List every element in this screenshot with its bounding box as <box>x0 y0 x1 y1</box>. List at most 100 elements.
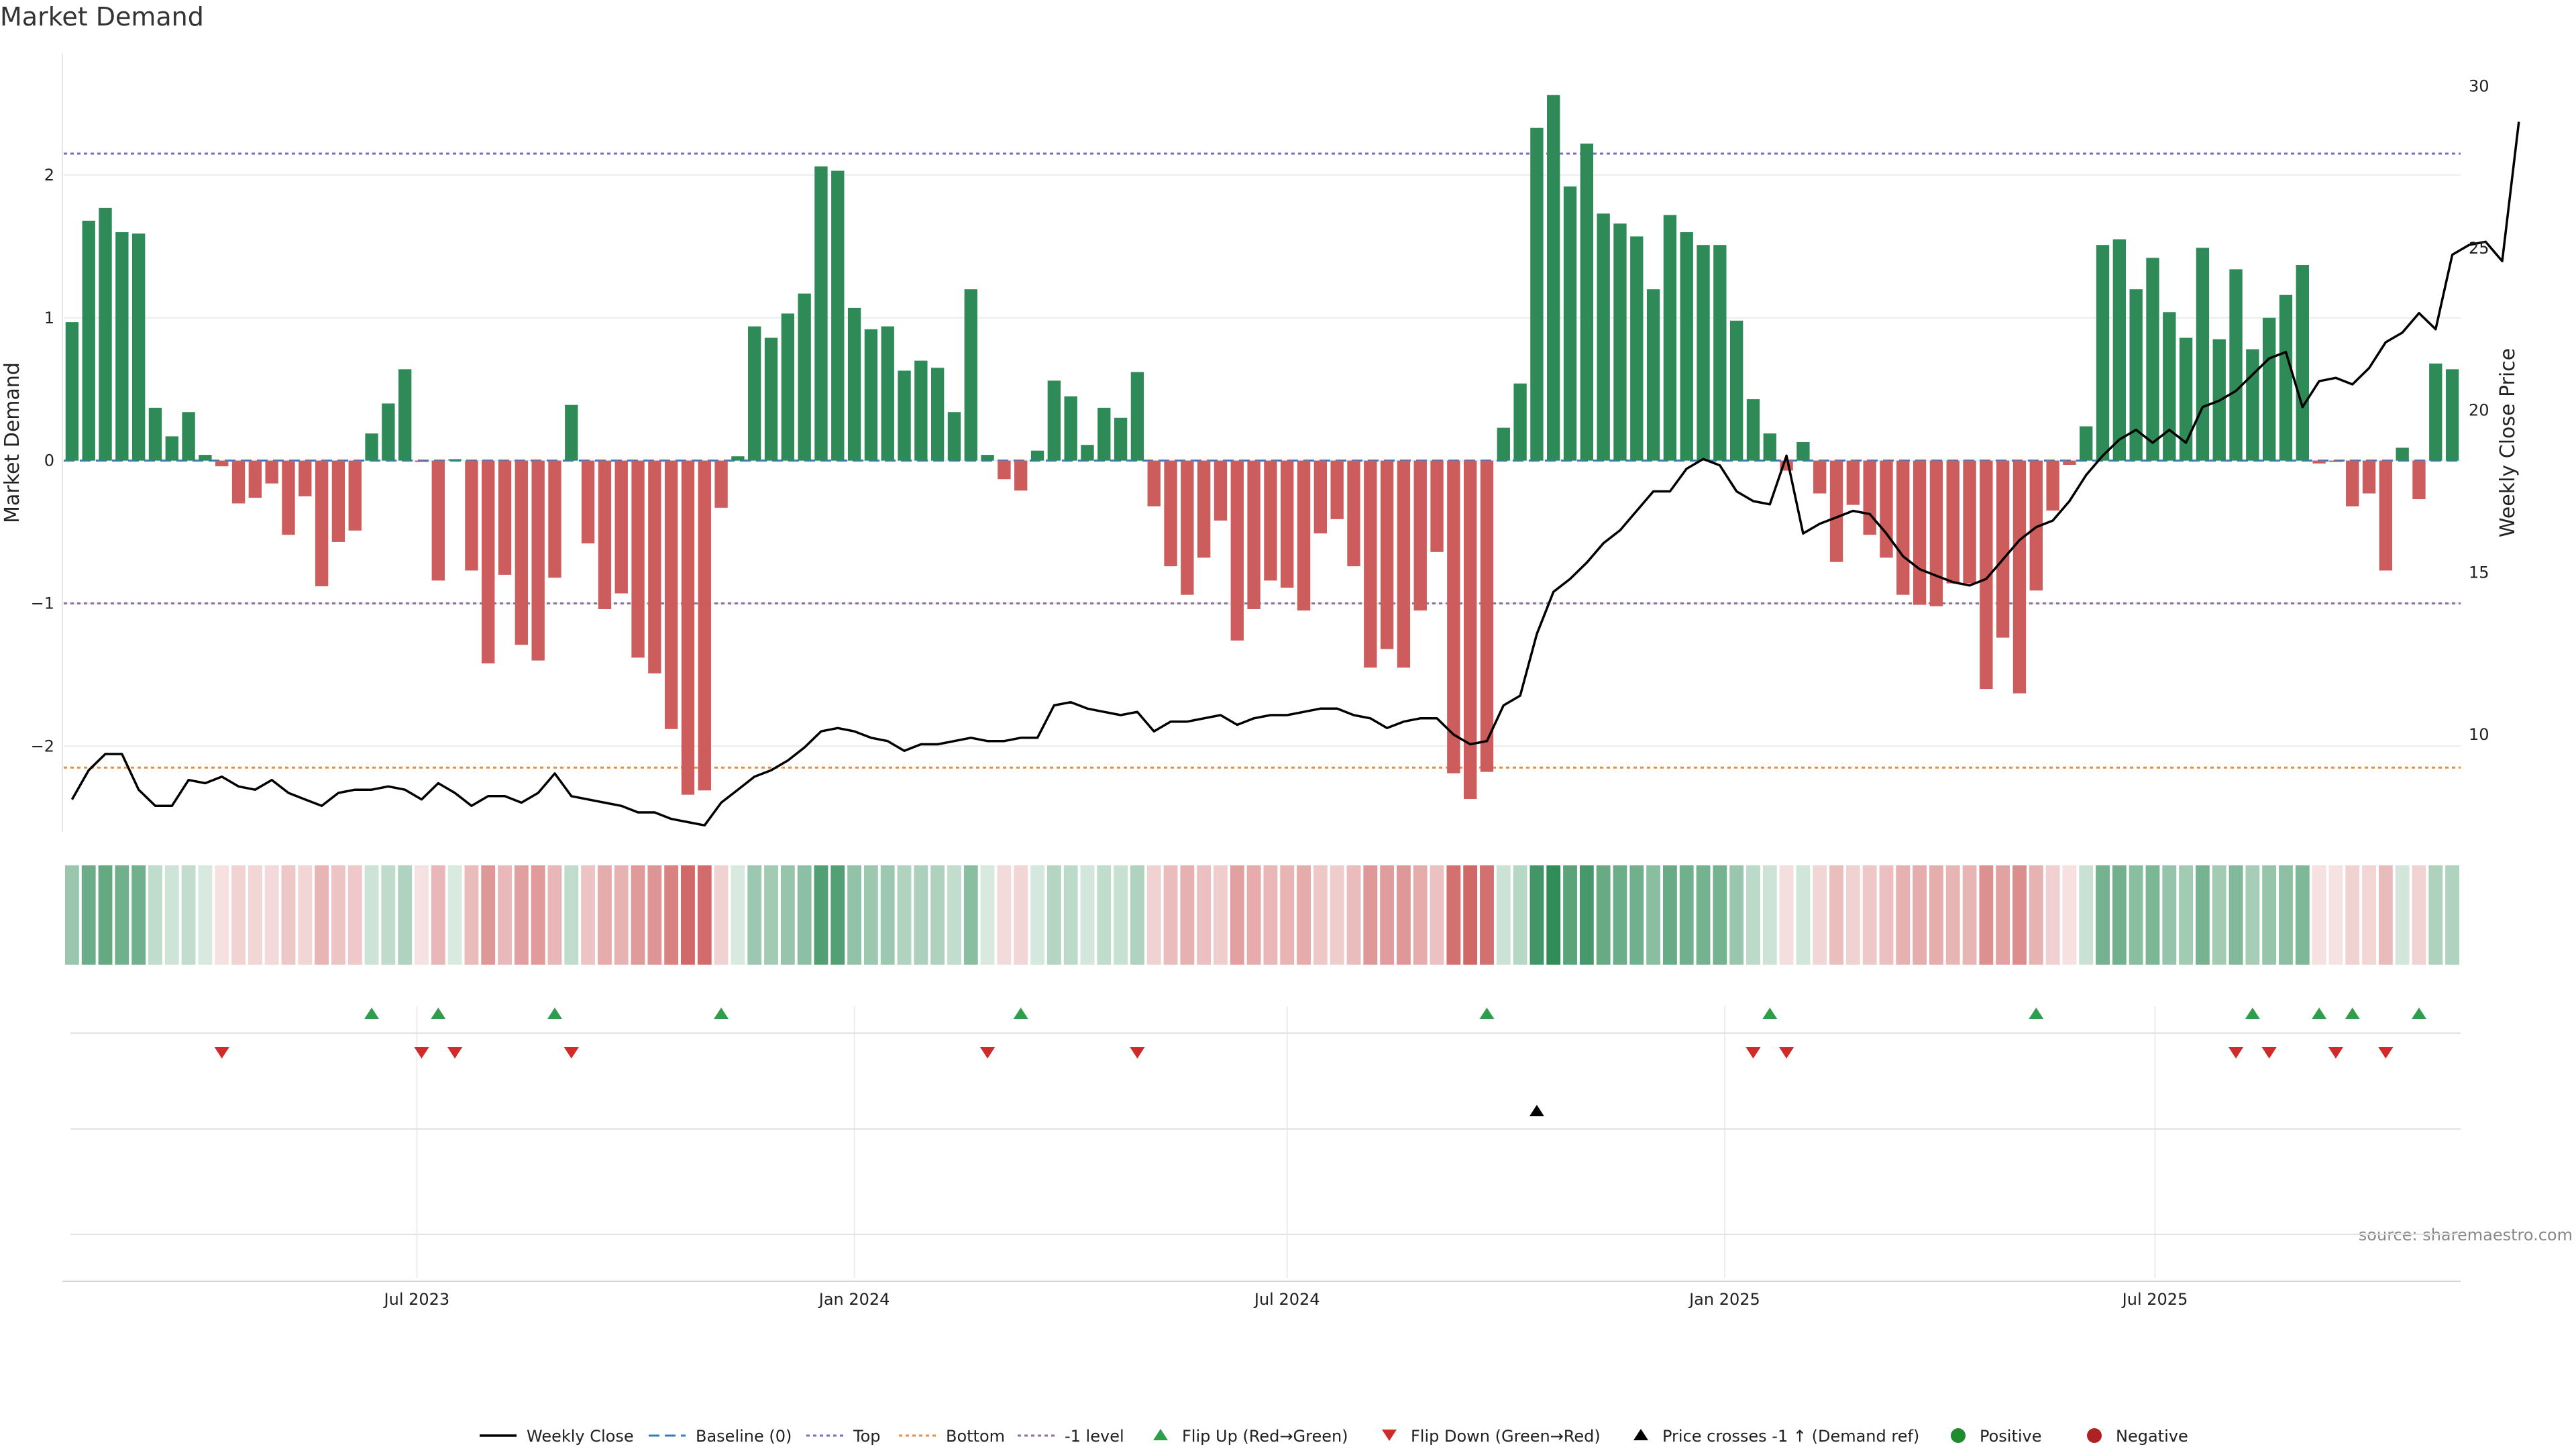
demand-strip-cell <box>947 865 961 965</box>
demand-bar <box>1047 380 1061 461</box>
demand-bar <box>947 412 961 461</box>
demand-bars <box>65 95 2459 800</box>
legend: Weekly Close Baseline (0) Top Bottom -1 leve… <box>480 1427 2188 1446</box>
demand-strip-cell <box>731 865 745 965</box>
demand-strip-cell <box>1796 865 1811 965</box>
demand-bar <box>1630 236 1644 461</box>
demand-bar <box>1413 460 1427 611</box>
demand-strip-cell <box>2012 865 2027 965</box>
demand-strip-cell <box>1979 865 1994 965</box>
flip-up-marker <box>1479 1008 1495 1019</box>
demand-strip-cell <box>198 865 213 965</box>
flip-up-marker <box>1762 1008 1778 1019</box>
demand-strip-cell <box>2245 865 2260 965</box>
legend-label: Top <box>853 1427 881 1446</box>
legend-swatch-flip-down <box>1382 1430 1397 1441</box>
legend-label: Positive <box>1980 1427 2042 1446</box>
demand-strip-cell <box>830 865 845 965</box>
demand-bar <box>265 460 278 484</box>
demand-bar <box>648 460 661 674</box>
demand-bar <box>1580 144 1594 461</box>
demand-strip-cell <box>1729 865 1744 965</box>
demand-strip-cell <box>880 865 895 965</box>
demand-strip-cell <box>1762 865 1777 965</box>
legend-swatch-flip-up <box>1153 1429 1168 1440</box>
demand-bar <box>898 370 911 461</box>
demand-strip-cell <box>1679 865 1694 965</box>
demand-bar <box>1763 433 1776 461</box>
demand-bar <box>2412 460 2426 500</box>
chart-title: Market Demand <box>0 2 204 32</box>
demand-bar <box>2379 460 2393 571</box>
demand-bar <box>2146 258 2159 461</box>
demand-strip-cell <box>1097 865 1112 965</box>
demand-bar <box>2262 317 2276 461</box>
demand-strip-cell <box>797 865 812 965</box>
demand-bar <box>398 369 412 461</box>
y-tick-label: 1 <box>44 309 54 327</box>
demand-bar <box>215 460 229 467</box>
demand-bar <box>1347 460 1360 567</box>
demand-bar <box>99 207 112 461</box>
demand-strip-cell <box>1845 865 1860 965</box>
demand-bar <box>2229 269 2243 461</box>
demand-bar <box>415 460 429 462</box>
demand-strip-cell <box>714 865 729 965</box>
flip-down-marker <box>980 1047 996 1059</box>
y-tick-label: −1 <box>31 594 54 612</box>
demand-bar <box>664 460 678 729</box>
demand-strip-cell <box>131 865 146 965</box>
demand-strip-cell <box>1563 865 1577 965</box>
flip-down-marker <box>1779 1047 1794 1059</box>
demand-strip-cell <box>2212 865 2226 965</box>
demand-strip-cell <box>1130 865 1144 965</box>
demand-strip-cell <box>1297 865 1311 965</box>
price-cross-marker <box>1529 1105 1544 1116</box>
demand-strip-cell <box>1163 865 1178 965</box>
demand-bar <box>1497 427 1510 461</box>
demand-strip-cell <box>1280 865 1295 965</box>
demand-bar <box>847 307 861 461</box>
demand-bar <box>231 460 246 504</box>
demand-strip-cell <box>1114 865 1128 965</box>
demand-bar <box>131 233 146 461</box>
legend-label: -1 level <box>1065 1427 1124 1446</box>
demand-bar <box>82 221 95 461</box>
demand-bar <box>331 460 345 542</box>
demand-bar <box>2063 460 2076 465</box>
flip-down-marker <box>214 1047 229 1059</box>
demand-bar <box>1946 460 1960 584</box>
demand-strip-cell <box>2312 865 2326 965</box>
demand-bar <box>2196 248 2210 461</box>
demand-strip-cell <box>1346 865 1361 965</box>
demand-bar <box>798 293 811 461</box>
demand-bar <box>914 360 928 461</box>
demand-strip-cell <box>1214 865 1228 965</box>
legend-label: Negative <box>2116 1427 2188 1446</box>
demand-bar <box>1447 460 1460 773</box>
demand-strip-cell <box>2162 865 2177 965</box>
legend-label: Weekly Close <box>527 1427 634 1446</box>
demand-bar <box>2296 265 2309 461</box>
demand-bar <box>598 460 612 609</box>
demand-bar <box>1746 399 1760 461</box>
flip-down-marker <box>2261 1047 2277 1059</box>
demand-bar <box>1313 460 1328 534</box>
demand-strip-cell <box>415 865 429 965</box>
demand-bar <box>714 460 728 508</box>
demand-strip-cell <box>1030 865 1044 965</box>
legend-label: Price crosses -1 ↑ (Demand ref) <box>1662 1427 1919 1446</box>
demand-strip-cell <box>1246 865 1261 965</box>
demand-bar <box>65 322 79 461</box>
demand-strip-cell <box>181 865 196 965</box>
demand-bar <box>1813 460 1827 494</box>
demand-bar <box>2346 460 2359 506</box>
x-axis-ticks: Jul 2023 Jan 2024 Jul 2024 Jan 2025 Jul 2025 <box>383 1290 2188 1309</box>
demand-strip-cell <box>2362 865 2376 965</box>
demand-strip-cell <box>997 865 1012 965</box>
demand-strip-cell <box>980 865 995 965</box>
legend-label: Flip Up (Red→Green) <box>1182 1427 1348 1446</box>
demand-strip-cell <box>447 865 462 965</box>
demand-strip-cell <box>164 865 179 965</box>
demand-bar <box>2029 460 2043 591</box>
